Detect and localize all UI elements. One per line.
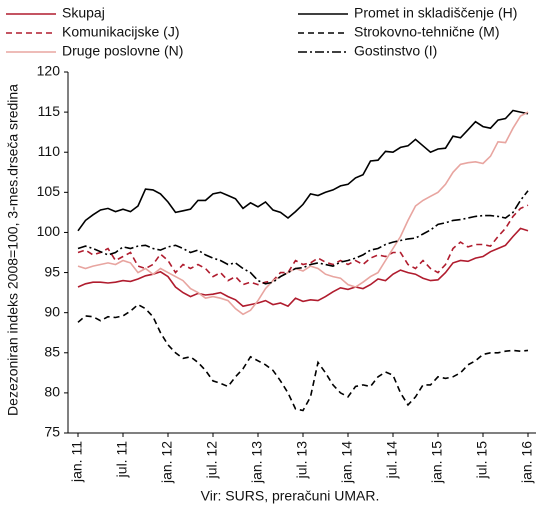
- y-tick-label: 105: [37, 183, 61, 199]
- series-line: [77, 109, 529, 232]
- x-tick-label: jul. 12: [204, 441, 220, 480]
- y-tick-label: 120: [37, 63, 61, 79]
- x-tick-label: jul. 11: [114, 441, 130, 479]
- series-line: [77, 111, 529, 316]
- x-tick-label: jan. 11: [69, 441, 85, 483]
- x-tick-label: jan. 13: [249, 441, 265, 484]
- series-line: [77, 204, 529, 286]
- y-tick-label: 95: [44, 263, 60, 279]
- legend-label: Druge poslovne (N): [62, 43, 183, 59]
- series-line: [77, 190, 529, 285]
- x-tick-label: jul. 13: [294, 441, 310, 480]
- x-tick-label: jul. 15: [474, 441, 490, 480]
- legend-label: Komunikacijske (J): [62, 24, 179, 40]
- y-tick-label: 75: [44, 424, 60, 440]
- y-tick-label: 85: [44, 343, 60, 359]
- legend-label: Promet in skladiščenje (H): [354, 5, 517, 21]
- y-tick-label: 90: [44, 303, 60, 319]
- x-tick-label: jan. 12: [159, 441, 175, 484]
- x-tick-label: jul. 14: [384, 441, 400, 480]
- x-tick-label: jan. 16: [519, 441, 535, 484]
- legend-label: Skupaj: [62, 5, 105, 21]
- y-tick-label: 80: [44, 384, 60, 400]
- x-tick-label: jan. 14: [339, 441, 355, 484]
- y-tick-label: 100: [37, 223, 61, 239]
- y-tick-label: 110: [38, 143, 61, 159]
- series-line: [77, 303, 529, 412]
- y-tick-label: 115: [38, 103, 61, 119]
- source-note: Vir: SURS, preračuni UMAR.: [201, 488, 380, 504]
- x-tick-label: jan. 15: [429, 441, 445, 484]
- y-axis-title: Dezezoniran indeks 2008=100, 3-mes.drseč…: [5, 84, 21, 416]
- legend-label: Strokovno-tehnične (M): [354, 24, 500, 40]
- legend-label: Gostinstvo (I): [354, 43, 437, 59]
- series-line: [77, 227, 529, 308]
